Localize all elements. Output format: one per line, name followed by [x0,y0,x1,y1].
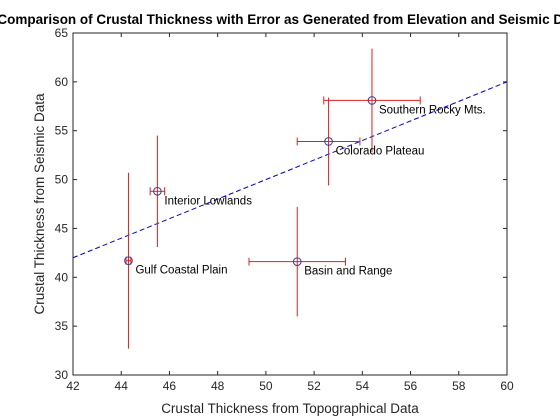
y-tick-label: 65 [55,26,69,40]
point-label: Basin and Range [304,266,392,278]
fit-line [72,81,508,259]
y-tick-label: 55 [55,124,69,138]
error-bar [149,135,166,247]
x-tick-label: 52 [307,379,321,393]
data-point [292,257,302,266]
y-tick-label: 60 [55,75,69,89]
axes-box [72,32,508,376]
plot-area: 42 44 46 48 50 52 54 56 58 60 30 35 40 45 50 55 60 65 Sout… [55,26,514,393]
point-label: Interior Lowlands [164,195,252,207]
x-tick-label: 42 [66,379,80,393]
x-tick-label: 56 [404,379,418,393]
x-tick-label: 46 [163,379,177,393]
point-label: Gulf Coastal Plain [135,265,227,277]
data-point [124,256,133,265]
x-tick-label: 50 [259,379,273,393]
error-bar [296,97,361,186]
x-tick-label: 44 [115,379,129,393]
y-tick-label: 50 [55,173,69,187]
y-tick-label: 35 [55,319,69,333]
x-axis-label: Crustal Thickness from Topographical Dat… [161,401,419,416]
x-tick-label: 60 [500,379,514,393]
chart-title: Comparison of Crustal Thickness with Err… [0,12,560,27]
error-bar [323,48,421,153]
y-tick-label: 30 [55,368,69,382]
y-tick-label: 40 [55,270,69,284]
data-point [153,186,162,196]
point-label: Colorado Plateau [336,145,425,157]
data-point [324,137,333,146]
x-tick-label: 54 [356,379,370,393]
y-tick-label: 45 [55,221,69,235]
data-point [367,96,377,105]
y-axis-label: Crustal Thickness from Seismic Data [32,93,47,315]
x-tick-label: 58 [452,379,466,393]
x-tick-label: 48 [211,379,225,393]
point-label: Southern Rocky Mts. [379,104,486,116]
error-bar [248,206,346,317]
